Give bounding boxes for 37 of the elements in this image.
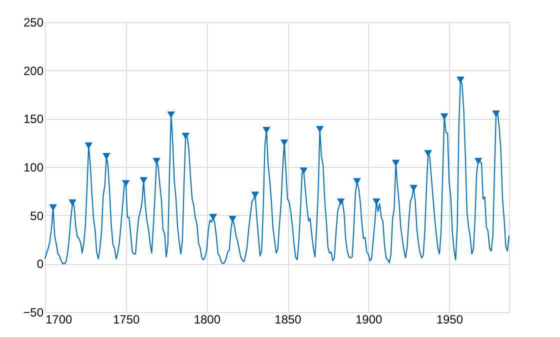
point	[300, 168, 308, 174]
x-tick-label: 1800	[194, 312, 221, 326]
point	[49, 204, 57, 211]
point	[84, 142, 93, 150]
point	[140, 177, 148, 184]
point	[474, 158, 482, 165]
point	[492, 110, 500, 118]
point	[182, 132, 190, 140]
y-tick-label: 50	[30, 208, 44, 223]
y-tick-label: −50	[23, 306, 44, 320]
point	[228, 216, 236, 223]
point	[167, 111, 175, 118]
point	[372, 198, 380, 206]
y-tick-label: 0	[36, 257, 44, 272]
point	[336, 198, 345, 206]
x-tick-label: 1850	[274, 312, 302, 326]
x-tick-label: 1700	[46, 312, 73, 326]
y-tick-label: 150	[23, 112, 44, 126]
point	[316, 126, 324, 133]
x-tick-label: 1750	[112, 312, 140, 326]
x-tick-label: 1950	[436, 312, 464, 326]
x-tick-label: 1900	[355, 312, 383, 326]
point	[251, 192, 260, 198]
point	[280, 139, 288, 146]
point	[122, 180, 130, 187]
y-tick-label: 100	[23, 160, 44, 174]
point	[262, 126, 270, 134]
point	[353, 178, 361, 185]
point	[102, 153, 110, 160]
point	[424, 150, 432, 157]
y-tick-label: 200	[23, 64, 44, 78]
point	[392, 160, 400, 166]
point	[456, 76, 464, 84]
point	[440, 113, 448, 120]
y-tick-label: 250	[23, 16, 44, 30]
point	[209, 214, 218, 221]
point	[68, 199, 76, 206]
